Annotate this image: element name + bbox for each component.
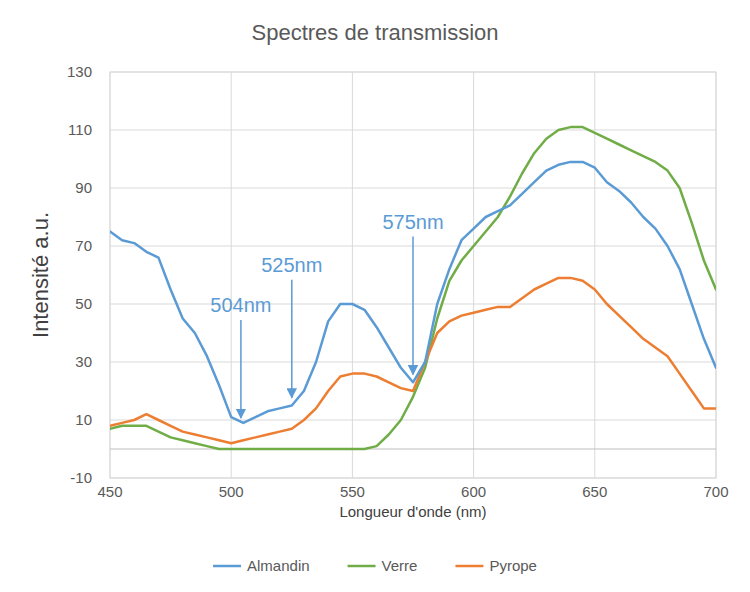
- annotation-text: 575nm: [382, 211, 443, 233]
- y-tick-label: 50: [75, 295, 92, 312]
- annotation-text: 504nm: [210, 294, 271, 316]
- y-grid-line: [110, 420, 716, 421]
- annotation-arrow: [412, 237, 414, 375]
- y-tick-label: 90: [75, 179, 92, 196]
- legend-label: Almandin: [247, 557, 310, 574]
- chart: Spectres de transmission -10 10 30 50 70 90 110…: [0, 0, 750, 592]
- y-tick-label: 30: [75, 353, 92, 370]
- title: Spectres de transmission: [252, 20, 499, 45]
- plot-frame: [110, 72, 716, 478]
- grid: [110, 72, 716, 478]
- y-tick-label: 10: [75, 411, 92, 428]
- x-tick-label: 700: [703, 483, 728, 500]
- x-grid-line: [473, 72, 474, 478]
- legend-swatch: [455, 565, 483, 568]
- y-tick-label: -10: [70, 469, 92, 486]
- y-axis-title: Intensité a.u.: [28, 212, 53, 338]
- x-tick-label: 450: [97, 483, 122, 500]
- annotation-arrow: [240, 320, 242, 418]
- series-group: [110, 127, 716, 449]
- series-line: [110, 127, 716, 449]
- annotations: 504nm 525nm 575nm: [210, 211, 443, 419]
- legend-swatch: [348, 565, 376, 568]
- annotation-arrow: [291, 280, 293, 398]
- x-axis-title: Longueur d'onde (nm): [339, 503, 486, 520]
- x-tick-label: 550: [340, 483, 365, 500]
- x-grid-line: [352, 72, 353, 478]
- legend: Almandin Verre Pyrope: [213, 557, 537, 574]
- x-tick-label: 600: [461, 483, 486, 500]
- y-tick-label: 130: [67, 63, 92, 80]
- y-tick-label: 70: [75, 237, 92, 254]
- legend-label: Verre: [382, 557, 418, 574]
- x-tick-label: 500: [219, 483, 244, 500]
- legend-swatch: [213, 565, 241, 568]
- annotation-text: 525nm: [261, 254, 322, 276]
- x-axis-line: [110, 449, 716, 450]
- x-tick-label: 650: [582, 483, 607, 500]
- y-grid-line: [110, 130, 716, 131]
- y-grid-line: [110, 188, 716, 189]
- legend-label: Pyrope: [489, 557, 537, 574]
- y-tick-label: 110: [68, 121, 92, 138]
- series-line: [110, 162, 716, 423]
